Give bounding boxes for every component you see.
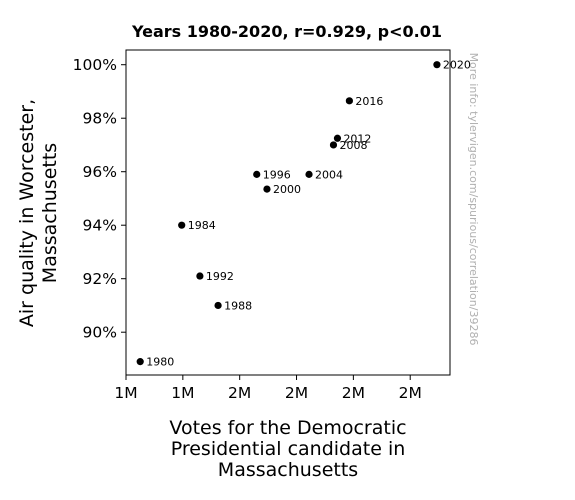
point-label: 1992 xyxy=(206,270,234,283)
watermark-text: More info: tylervigen.com/spurious/corre… xyxy=(467,53,480,346)
x-tick-label: 1M xyxy=(114,384,137,402)
x-axis-label-line: Presidential candidate in xyxy=(171,438,406,460)
data-point xyxy=(333,134,342,142)
data-point xyxy=(433,61,441,69)
data-point xyxy=(253,170,261,178)
point-label: 1996 xyxy=(263,168,291,181)
y-tick-label: 98% xyxy=(83,110,117,128)
x-axis-label-line: Massachusetts xyxy=(218,459,358,481)
x-axis-label-line: Votes for the Democratic xyxy=(169,417,406,439)
data-point xyxy=(263,185,271,193)
data-point xyxy=(345,97,353,105)
y-tick-label: 94% xyxy=(83,217,117,235)
y-tick-label: 100% xyxy=(73,56,117,74)
plot-frame xyxy=(125,49,451,376)
x-axis-label: Votes for the Democratic Presidential can… xyxy=(169,417,406,481)
data-point xyxy=(196,272,204,280)
x-tick-label: 2M xyxy=(285,384,308,402)
point-label: 1980 xyxy=(146,356,174,369)
plot-area xyxy=(125,49,451,376)
y-tick-label: 92% xyxy=(83,270,117,288)
y-axis-label-line: Air quality in Worcester, xyxy=(16,99,38,327)
data-point xyxy=(178,221,186,229)
point-label: 2000 xyxy=(273,183,301,196)
point-label: 2012 xyxy=(343,132,371,145)
point-label: 2004 xyxy=(315,168,343,181)
point-label: 2016 xyxy=(355,95,383,108)
point-label: 1984 xyxy=(188,219,216,232)
data-point xyxy=(305,170,313,178)
x-tick-label: 1M xyxy=(171,384,194,402)
chart-title: Years 1980-2020, r=0.929, p<0.01 xyxy=(131,22,442,41)
y-axis-label-line: Massachusetts xyxy=(39,143,61,283)
y-axis-label: Air quality in Worcester,Massachusetts xyxy=(16,99,61,327)
point-label: 2008 xyxy=(339,139,367,152)
point-label: 1988 xyxy=(224,299,252,312)
data-point xyxy=(214,301,222,310)
y-tick-label: 96% xyxy=(83,163,117,181)
y-axis: 90% 92% 94% 96% 98% 100% xyxy=(73,56,126,342)
x-tick-label: 2M xyxy=(228,384,251,402)
x-tick-label: 2M xyxy=(399,384,422,402)
data-point xyxy=(136,358,144,366)
data-point xyxy=(329,141,338,149)
point-label: 2020 xyxy=(443,59,471,72)
x-axis: 1M 1M 2M 2M 2M 2M xyxy=(114,375,422,402)
y-tick-label: 90% xyxy=(83,324,117,342)
x-tick-label: 2M xyxy=(342,384,365,402)
